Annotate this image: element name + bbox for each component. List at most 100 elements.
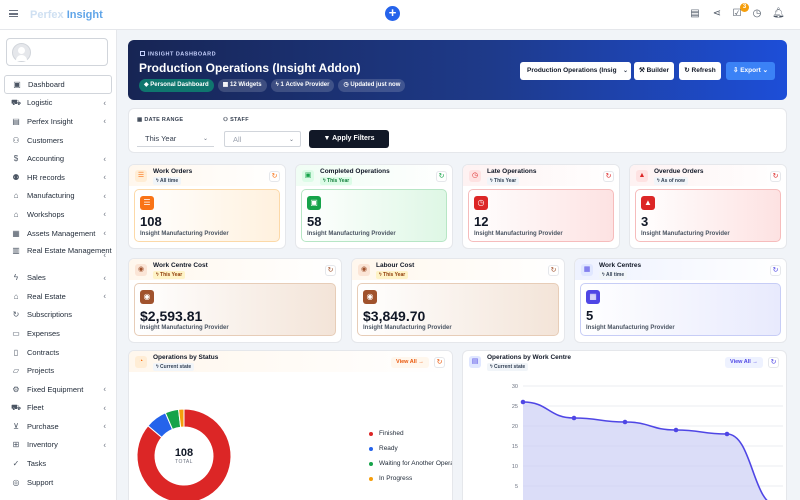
- clock-icon[interactable]: ◷: [752, 8, 762, 19]
- chevron-left-icon[interactable]: ‹: [103, 154, 106, 164]
- chevron-left-icon[interactable]: ‹: [103, 116, 106, 126]
- sidebar-item-projects[interactable]: ▱ Projects: [4, 361, 112, 380]
- tasks-icon[interactable]: ☑: [732, 8, 742, 19]
- data-point[interactable]: [673, 427, 679, 433]
- sidebar-item-purchase[interactable]: ⊻ Purchase ‹: [4, 417, 112, 436]
- user-profile[interactable]: [6, 38, 108, 66]
- chevron-left-icon[interactable]: ‹: [103, 209, 106, 219]
- sidebar-item-fleet[interactable]: ⛟ Fleet ‹: [4, 399, 112, 418]
- refresh-icon[interactable]: ↻: [770, 171, 781, 182]
- y-tick-label: 5: [515, 484, 518, 490]
- chip-updated: ◷ Updated just now: [338, 79, 406, 92]
- chevron-left-icon[interactable]: ‹: [103, 421, 106, 431]
- sidebar-item-support[interactable]: ◎ Support: [4, 473, 112, 492]
- sidebar-item-hr-records[interactable]: ⚉ HR records ‹: [4, 168, 112, 187]
- kpi-value: 12: [474, 214, 489, 229]
- labour-icon: ◉: [363, 290, 377, 304]
- sidebar-item-dashboard[interactable]: ▣ Dashboard: [4, 75, 112, 94]
- legend-item: In Progress22%: [369, 475, 452, 484]
- y-tick-label: 20: [512, 424, 518, 430]
- view-all-button[interactable]: View All →: [391, 357, 429, 368]
- chevron-left-icon[interactable]: ‹: [103, 291, 106, 301]
- sidebar-item-real-estate[interactable]: ⌂ Real Estate ‹: [4, 287, 112, 306]
- refresh-button[interactable]: ↻ Refresh: [679, 62, 721, 80]
- sidebar-item-sales[interactable]: ϟ Sales ‹: [4, 268, 112, 287]
- sidebar-item-contracts[interactable]: ▯ Contracts: [4, 343, 112, 362]
- sidebar-item-fixed-equipment[interactable]: ⚙ Fixed Equipment ‹: [4, 380, 112, 399]
- kpi-provider: Insight Manufacturing Provider: [641, 231, 730, 237]
- kpi-provider: Insight Manufacturing Provider: [307, 231, 396, 237]
- donut-slice-0[interactable]: [136, 408, 232, 500]
- pie-chart-icon: ◔: [135, 356, 147, 368]
- period-badge: ϟ This Year: [376, 271, 409, 279]
- app-logo[interactable]: Perfex Insight: [30, 9, 103, 21]
- donut-slice-3[interactable]: [177, 408, 185, 428]
- data-point[interactable]: [571, 415, 577, 421]
- data-point[interactable]: [520, 399, 526, 405]
- refresh-icon[interactable]: ↻: [436, 171, 447, 182]
- sidebar-item-tasks[interactable]: ✓ Tasks: [4, 454, 112, 473]
- apply-filters-button[interactable]: ▼ Apply Filters: [309, 130, 389, 148]
- hero-chips: ◆ Personal Dashboard ▦ 12 Widgets ϟ 1 Ac…: [139, 79, 406, 92]
- chevron-left-icon[interactable]: ‹: [103, 384, 106, 394]
- refresh-icon[interactable]: ↻: [770, 265, 781, 276]
- refresh-icon[interactable]: ↻: [548, 265, 559, 276]
- menu-icon[interactable]: [9, 10, 18, 17]
- chevron-left-icon[interactable]: ‹: [103, 250, 106, 260]
- refresh-icon[interactable]: ↻: [325, 265, 336, 276]
- sidebar-item-workshops[interactable]: ⌂ Workshops ‹: [4, 205, 112, 224]
- refresh-icon[interactable]: ↻: [434, 357, 445, 368]
- avatar[interactable]: [12, 43, 31, 62]
- kpi-value: 58: [307, 214, 322, 229]
- sidebar-item-label: Inventory: [27, 440, 58, 450]
- sidebar-item-label: Customers: [27, 135, 64, 145]
- kpi-title: Labour Cost: [376, 262, 415, 269]
- chevron-left-icon[interactable]: ‹: [103, 440, 106, 450]
- dashboard-select[interactable]: Production Operations (Insig ⌄: [520, 62, 631, 80]
- quick-add-button[interactable]: +: [385, 6, 400, 21]
- list-icon: ☰: [140, 196, 154, 210]
- building-icon: ▥: [12, 246, 20, 256]
- refresh-icon[interactable]: ↻: [603, 171, 614, 182]
- id-card-icon[interactable]: ▤: [690, 8, 700, 19]
- staff-select[interactable]: All ⌄: [224, 131, 301, 147]
- sidebar-item-accounting[interactable]: $ Accounting ‹: [4, 149, 112, 168]
- builder-button[interactable]: ⚒ Builder: [634, 62, 674, 80]
- sidebar-item-inventory[interactable]: ⊞ Inventory ‹: [4, 436, 112, 455]
- bell-icon[interactable]: 🔔︎: [772, 8, 785, 19]
- inventory-icon: ⊞: [12, 440, 20, 450]
- export-button[interactable]: ⇩ Export ⌄: [726, 62, 775, 80]
- chevron-left-icon[interactable]: ‹: [103, 403, 106, 413]
- data-point[interactable]: [622, 419, 628, 425]
- chevron-left-icon[interactable]: ‹: [103, 98, 106, 108]
- sidebar-item-logistic[interactable]: ⛟ Logistic ‹: [4, 94, 112, 113]
- sidebar-item-assets-management[interactable]: ▦ Assets Management ‹: [4, 224, 112, 243]
- sidebar-item-label: Logistic: [27, 98, 53, 108]
- chip-widgets: ▦ 12 Widgets: [217, 79, 267, 92]
- sidebar-item-real-estate-management[interactable]: ▥ Real Estate Management ‹: [4, 242, 112, 268]
- sidebar-item-customers[interactable]: ⚇ Customers: [4, 131, 112, 150]
- share-icon[interactable]: ⋖: [712, 8, 722, 19]
- chevron-down-icon: ⌄: [288, 137, 294, 143]
- chevron-left-icon[interactable]: ‹: [103, 273, 106, 283]
- period-badge: ϟ This Year: [487, 177, 520, 185]
- chart-icon: ▤: [12, 116, 20, 126]
- kpi-title: Work Orders: [153, 168, 193, 175]
- chevron-left-icon[interactable]: ‹: [103, 228, 106, 238]
- chevron-left-icon[interactable]: ‹: [103, 191, 106, 201]
- kpi-card-completed-operations: ▣ Completed Operations ϟ This Year ↻ ▣ 58 Insi…: [295, 164, 453, 249]
- date-range-select[interactable]: This Year ⌄: [137, 131, 214, 147]
- clipboard-icon: ▣: [307, 196, 321, 210]
- chip-personal-dashboard: ◆ Personal Dashboard: [139, 79, 214, 92]
- kpi-card-work-centres: ▦ Work Centres ϟ All time ↻ ▦ 5 Insight Manufa…: [574, 258, 787, 343]
- view-all-button[interactable]: View All →: [725, 357, 763, 368]
- sidebar-item-expenses[interactable]: ▭ Expenses: [4, 324, 112, 343]
- refresh-icon[interactable]: ↻: [768, 357, 779, 368]
- kpi-title: Work Centres: [599, 262, 642, 269]
- sidebar-item-manufacturing[interactable]: ⌂ Manufacturing ‹: [4, 187, 112, 206]
- data-point[interactable]: [724, 431, 730, 437]
- refresh-icon[interactable]: ↻: [269, 171, 280, 182]
- sidebar-item-perfex-insight[interactable]: ▤ Perfex Insight ‹: [4, 112, 112, 131]
- sidebar-item-subscriptions[interactable]: ↻ Subscriptions: [4, 306, 112, 325]
- chevron-left-icon[interactable]: ‹: [103, 172, 106, 182]
